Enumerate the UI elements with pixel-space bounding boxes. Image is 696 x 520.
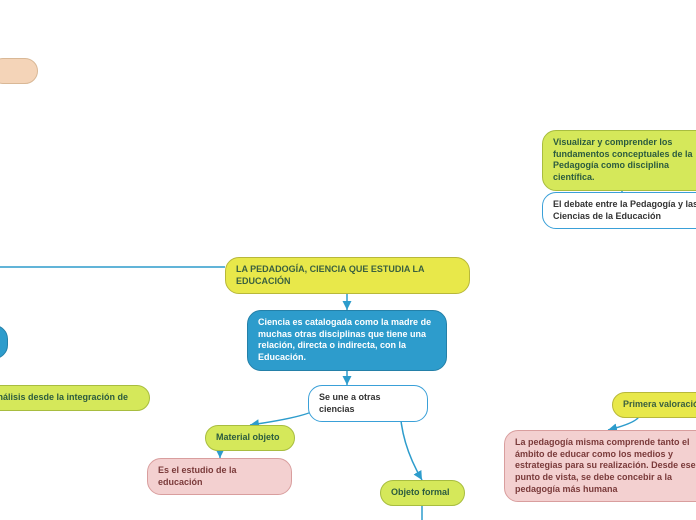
node-primera: Primera valoración bbox=[612, 392, 696, 418]
node-estudio: Es el estudio de la educación bbox=[147, 458, 292, 495]
node-visualizar: Visualizar y comprender los fundamentos … bbox=[542, 130, 696, 191]
node-leftBlue bbox=[0, 325, 8, 359]
node-seune: Se une a otras ciencias bbox=[308, 385, 428, 422]
node-analisis: Análisis desde la integración de bbox=[0, 385, 150, 411]
node-topLeftPill bbox=[0, 58, 38, 84]
node-debate: El debate entre la Pedagogía y las Cienc… bbox=[542, 192, 696, 229]
node-ciencia: Ciencia es catalogada como la madre de m… bbox=[247, 310, 447, 371]
node-formal: Objeto formal bbox=[380, 480, 465, 506]
node-pedagogia: La pedagogía misma comprende tanto el ám… bbox=[504, 430, 696, 502]
node-material: Material objeto bbox=[205, 425, 295, 451]
node-titulo: LA PEDADOGÍA, CIENCIA QUE ESTUDIA LA EDU… bbox=[225, 257, 470, 294]
